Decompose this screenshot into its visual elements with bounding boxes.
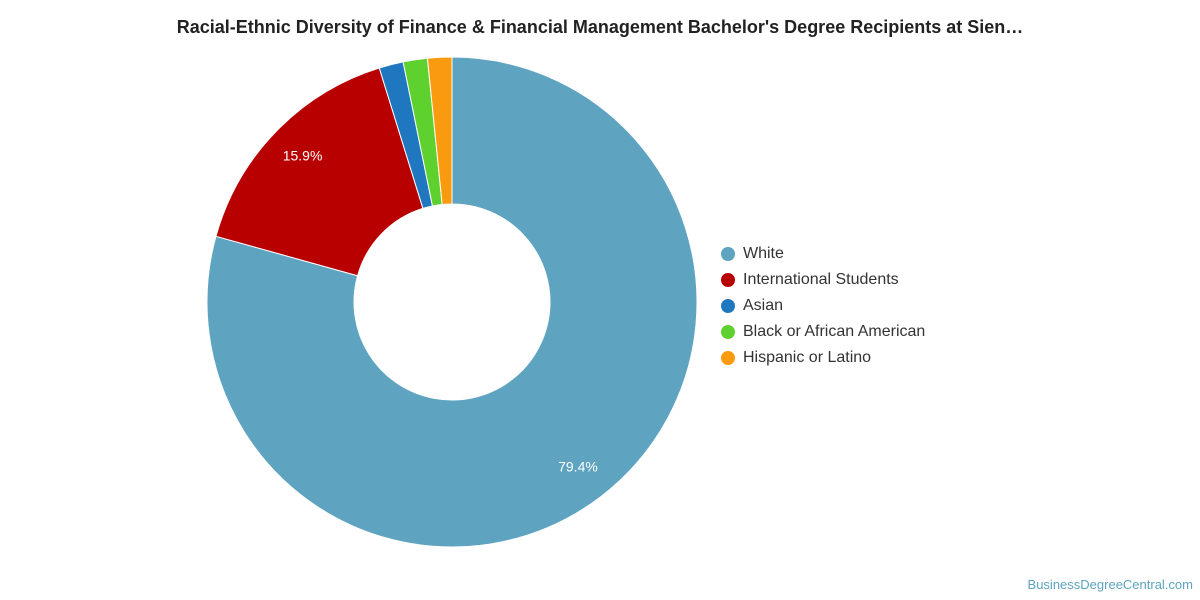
legend-label-international-students: International Students (743, 271, 899, 288)
legend-item-hispanic-or-latino[interactable]: Hispanic or Latino (721, 345, 925, 371)
slice-international-students[interactable] (215, 67, 424, 277)
source-credit[interactable]: BusinessDegreeCentral.com (1027, 577, 1193, 592)
slice-hispanic-or-latino[interactable] (426, 56, 453, 206)
slice-white[interactable] (206, 56, 698, 548)
legend-item-international-students[interactable]: International Students (721, 267, 925, 293)
legend-swatch-hispanic-or-latino (721, 351, 735, 365)
legend-swatch-international-students (721, 273, 735, 287)
legend-label-white: White (743, 245, 784, 262)
chart-title: Racial-Ethnic Diversity of Finance & Fin… (176, 17, 1024, 37)
legend-label-asian: Asian (743, 297, 784, 314)
legend-swatch-asian (721, 299, 735, 313)
legend-item-black-or-african-american[interactable]: Black or African American (721, 319, 925, 345)
legend-swatch-black-or-african-american (721, 325, 735, 339)
data-label-white: 79.4% (558, 459, 598, 475)
legend-item-white[interactable]: White (721, 241, 925, 267)
legend-item-asian[interactable]: Asian (721, 293, 925, 319)
legend-swatch-white (721, 247, 735, 261)
legend: White International Students Asian Black… (721, 241, 925, 371)
legend-label-black-or-african-american: Black or African American (743, 323, 926, 340)
legend-label-hispanic-or-latino: Hispanic or Latino (743, 349, 872, 366)
data-label-international-students: 15.9% (283, 148, 323, 164)
